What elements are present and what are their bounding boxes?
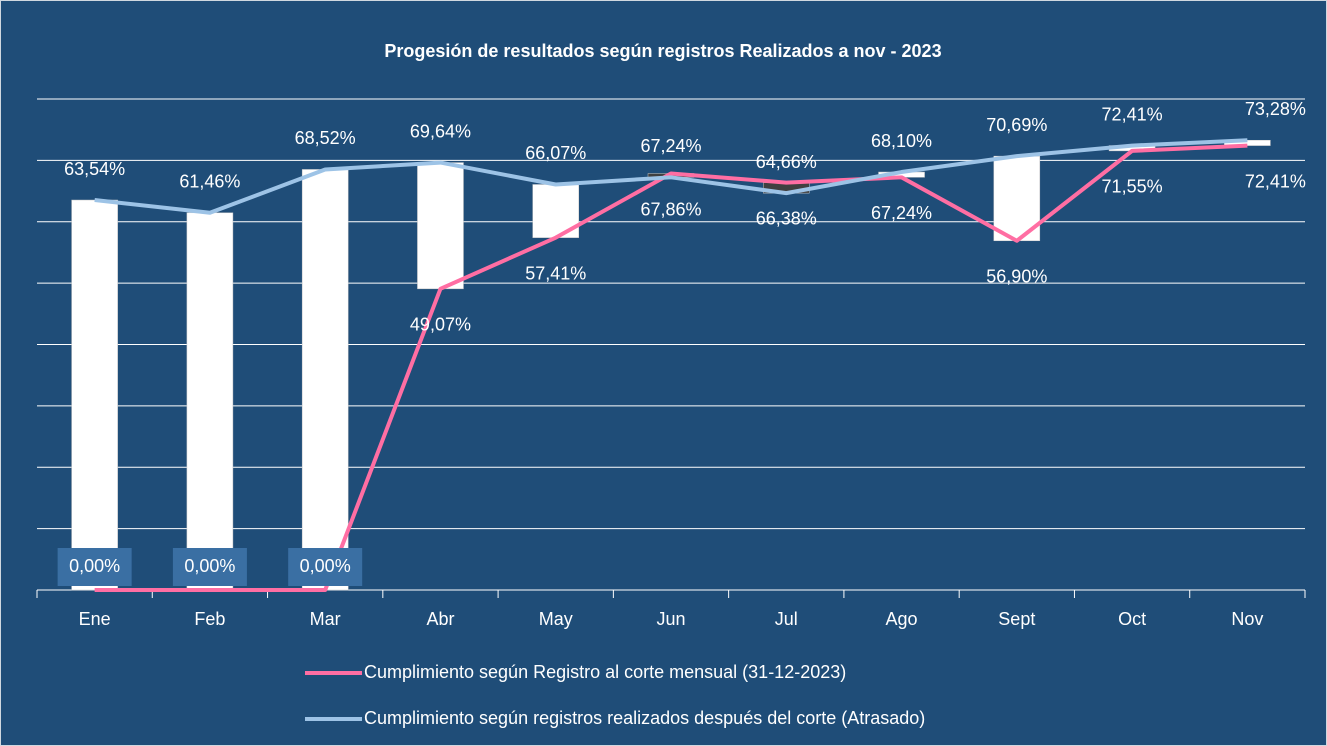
legend-label: Cumplimiento según Registro al corte men… [364,662,846,682]
x-tick-label: May [539,609,573,629]
data-label: 0,00% [300,556,351,576]
data-label: 57,41% [525,263,586,283]
data-label: 71,55% [1102,177,1163,197]
data-label: 72,41% [1102,104,1163,124]
data-label: 61,46% [179,172,240,192]
x-tick-label: Nov [1231,609,1263,629]
up-down-bar [417,162,464,290]
x-tick-label: Oct [1118,609,1146,629]
x-tick-label: Abr [426,609,454,629]
x-tick-label: Mar [310,609,341,629]
data-label: 68,52% [295,128,356,148]
x-tick-label: Ago [886,609,918,629]
line-series [94,143,1248,592]
data-label-box [57,548,132,586]
data-label: 66,38% [756,208,817,228]
legend-label: Cumplimiento según registros realizados … [364,708,925,728]
x-tick-label: Sept [998,609,1035,629]
up-down-bar [186,212,234,591]
data-label: 67,24% [640,136,701,156]
data-label: 49,07% [410,315,471,335]
x-tick-label: Jul [775,609,798,629]
data-label: 0,00% [69,556,120,576]
data-label: 67,24% [871,203,932,223]
x-tick-label: Jun [656,609,685,629]
data-label: 0,00% [184,556,235,576]
data-label: 69,64% [410,121,471,141]
data-label: 68,10% [871,131,932,151]
data-label: 64,66% [756,152,817,172]
data-label: 73,28% [1245,99,1306,119]
data-label: 63,54% [64,159,125,179]
data-label: 67,86% [640,199,701,219]
data-label-box [288,548,363,586]
up-down-bar [301,169,349,591]
x-tick-label: Ene [79,609,111,629]
data-label: 70,69% [986,115,1047,135]
line-series [94,138,1248,215]
data-label: 72,41% [1245,171,1306,191]
data-label: 66,07% [525,143,586,163]
x-tick-label: Feb [194,609,225,629]
up-down-bar [71,199,118,591]
chart-title: Progesión de resultados según registros … [384,41,941,61]
data-label: 56,90% [986,267,1047,287]
data-label-box [172,548,247,586]
